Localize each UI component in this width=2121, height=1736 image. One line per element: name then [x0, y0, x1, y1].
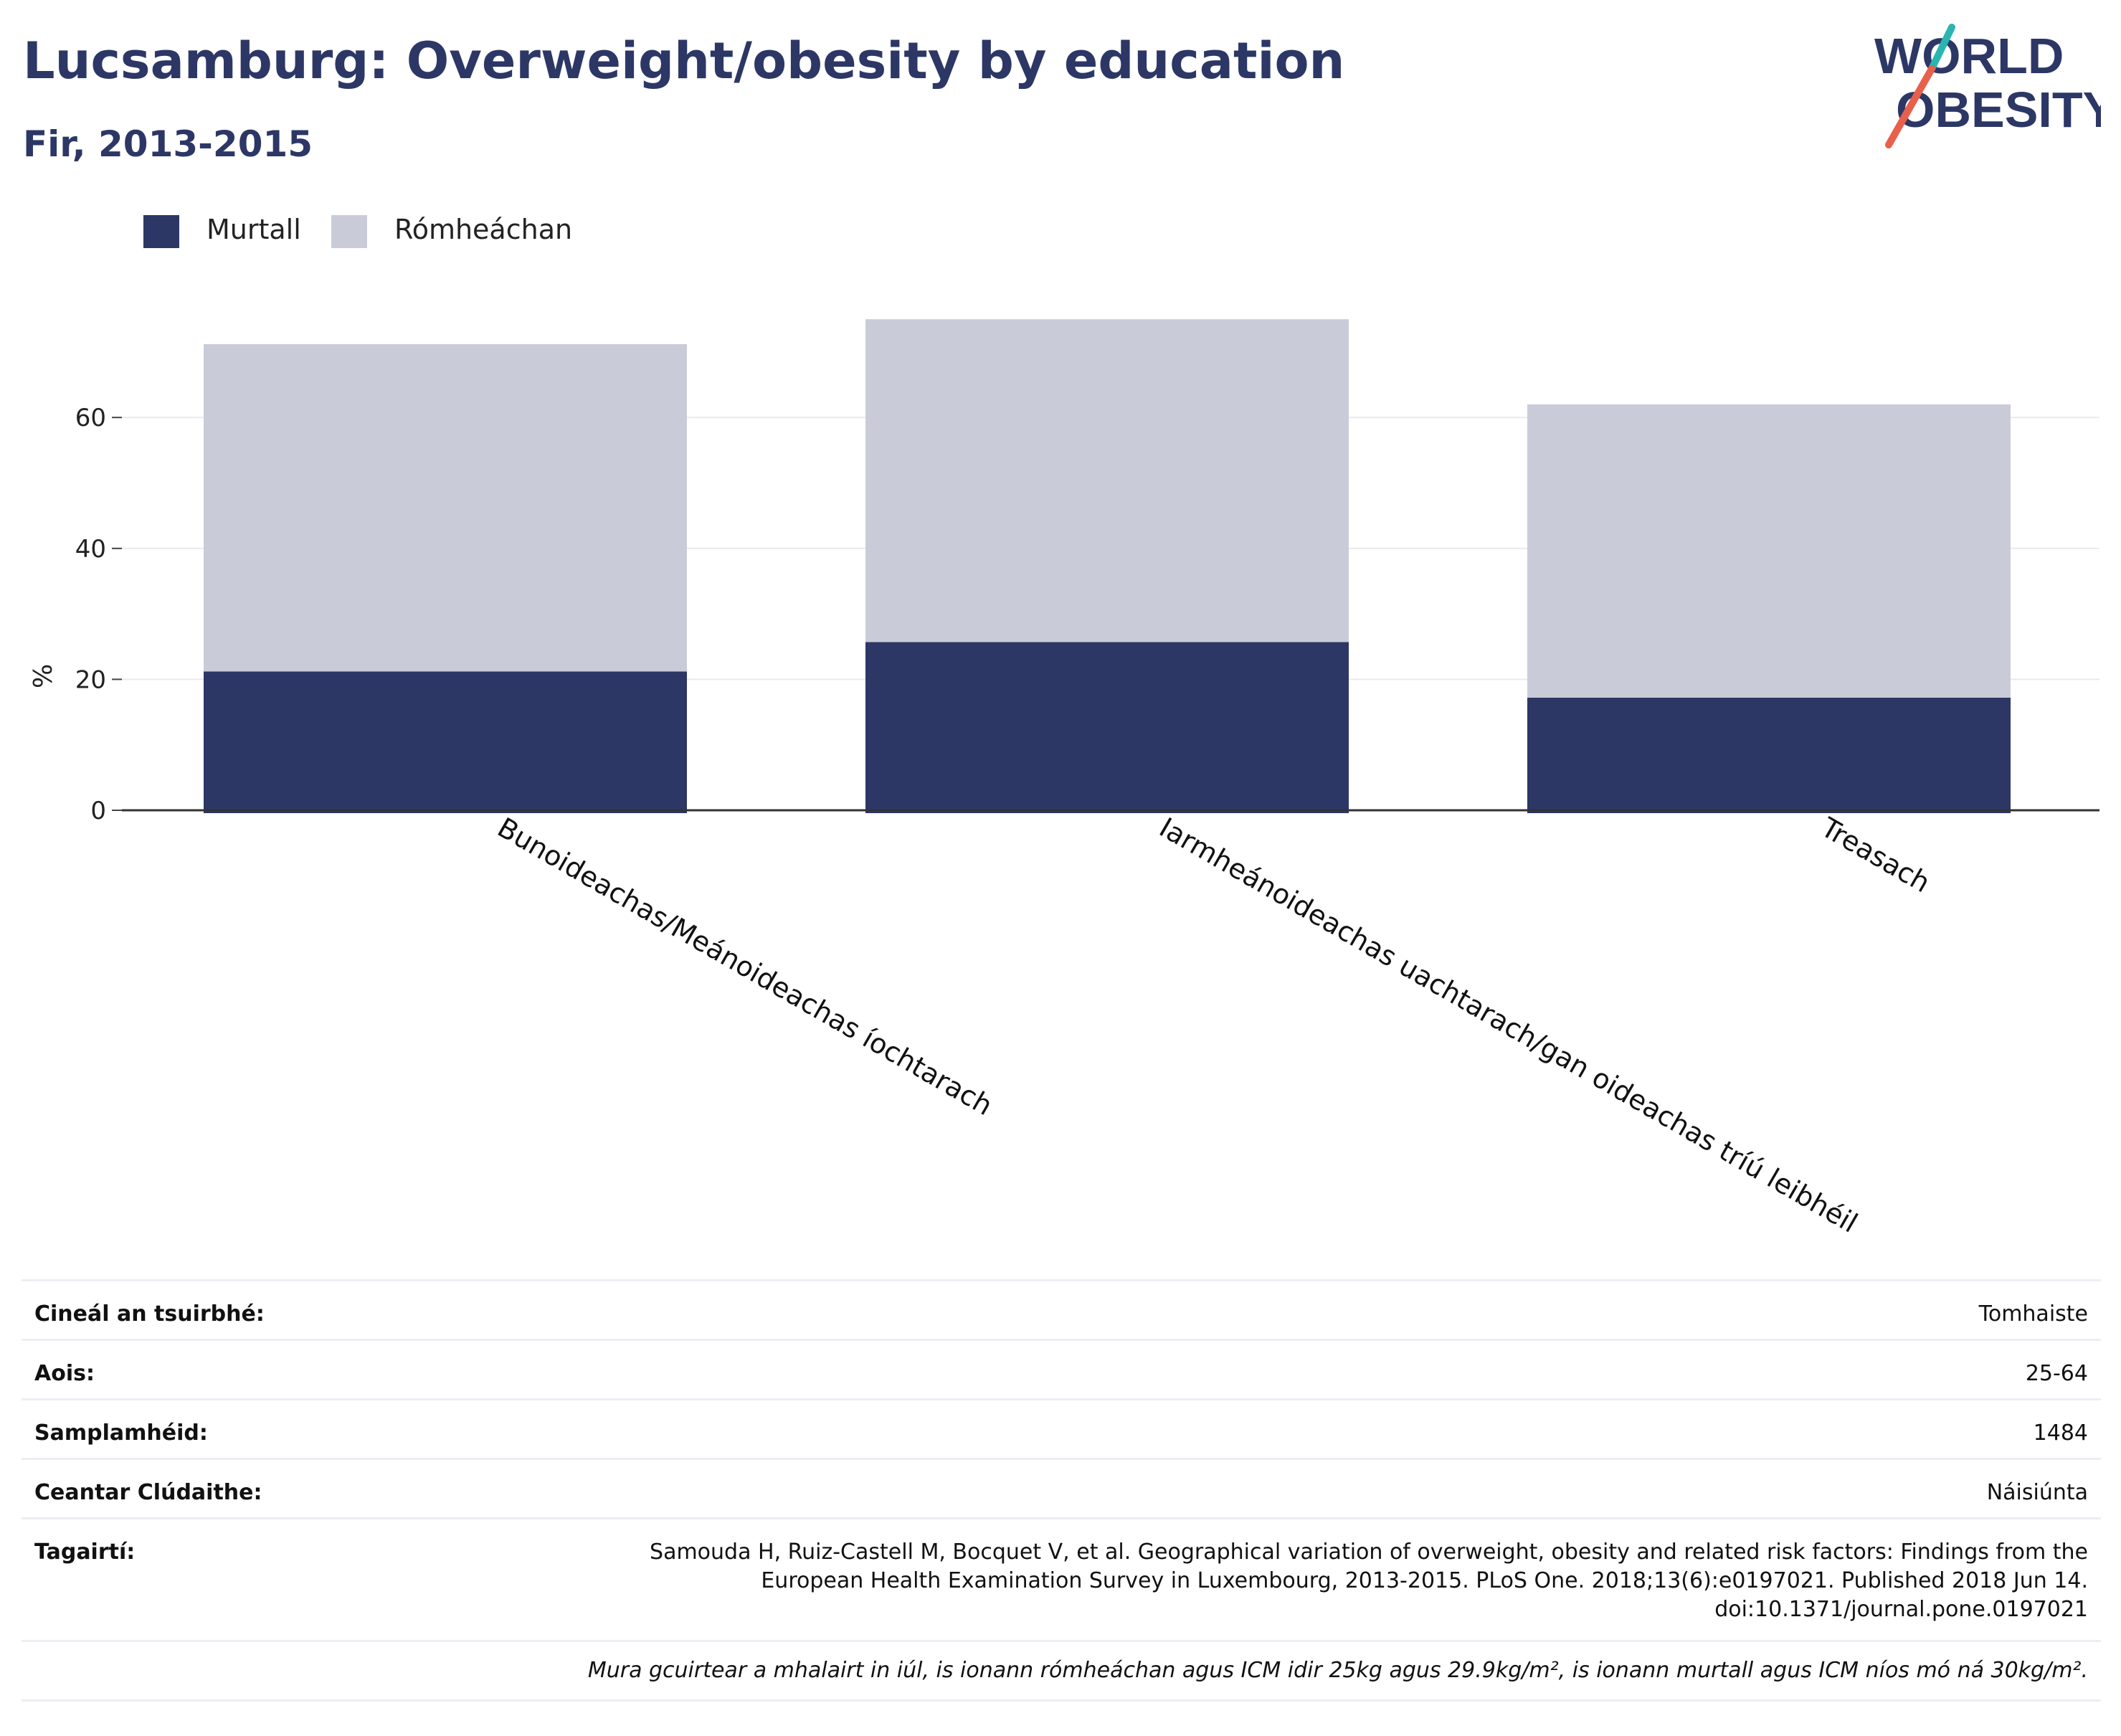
info-row-age: Aois: 25-64 [22, 1339, 2101, 1398]
bar-romheachan [204, 343, 687, 672]
info-key: Samplamhéid: [34, 1420, 208, 1446]
logo-text-world: WORLD [1874, 28, 2064, 84]
info-table-end-rule [22, 1699, 2101, 1702]
legend-swatch-romheachan [331, 215, 367, 248]
info-value: Náisiúnta [1986, 1480, 2088, 1505]
info-value: Tomhaiste [1978, 1301, 2088, 1327]
y-tick-label: 0 [90, 797, 106, 825]
info-row-sample-size: Samplamhéid: 1484 [22, 1398, 2101, 1458]
info-row-area-covered: Ceantar Clúdaithe: Náisiúnta [22, 1458, 2101, 1517]
logo-slash-coral [1885, 65, 1935, 148]
bar-murtall [204, 671, 687, 813]
y-axis-label: % [29, 664, 58, 688]
x-tick-label: Treasach [1816, 811, 1936, 898]
definition-note: Mura gcuirtear a mhalairt in iúl, is ion… [587, 1658, 2088, 1683]
bar-murtall [1527, 697, 2011, 813]
reference-line: Samouda H, Ruiz-Castell M, Bocquet V, et… [650, 1540, 2088, 1565]
info-value: 1484 [2033, 1420, 2088, 1446]
y-tick-label: 40 [75, 535, 106, 564]
info-key: Aois: [34, 1361, 95, 1386]
info-row-references: Tagairtí: Samouda H, Ruiz-Castell M, Boc… [22, 1517, 2101, 1640]
bar-romheachan [865, 319, 1349, 642]
info-key: Cineál an tsuirbhé: [34, 1301, 265, 1327]
info-key: Ceantar Clúdaithe: [34, 1480, 262, 1505]
info-row-survey-type: Cineál an tsuirbhé: Tomhaiste [22, 1279, 2101, 1339]
y-tick-label: 60 [75, 404, 106, 432]
legend-label-romheachan: Rómheáchan [394, 214, 573, 245]
info-key: Tagairtí: [34, 1540, 136, 1565]
x-tick-label: Iarmheánoideachas uachtarach/gan oideach… [1154, 812, 1863, 1239]
logo-slash-teal [1928, 24, 1955, 72]
chart-subtitle: Fir, 2013-2015 [23, 123, 313, 165]
bar-murtall [865, 642, 1349, 813]
survey-info-table: Cineál an tsuirbhé: Tomhaiste Aois: 25-6… [22, 1279, 2101, 1702]
reference-line: doi:10.1371/journal.pone.0197021 [1714, 1597, 2088, 1622]
y-tick-label: 20 [75, 665, 106, 694]
stacked-bar-chart: 0 20 40 60% Bunoideachas/Meánoideachas íocht… [29, 319, 2099, 1239]
info-value: 25-64 [2025, 1361, 2088, 1386]
world-obesity-logo: WORLD OBESITY [1874, 24, 2101, 148]
bar-romheachan [1527, 404, 2011, 698]
info-row-note: Mura gcuirtear a mhalairt in iúl, is ion… [22, 1640, 2101, 1699]
reference-line: European Health Examination Survey in Lu… [761, 1568, 2088, 1593]
x-tick-label: Bunoideachas/Meánoideachas íochtarach [493, 812, 998, 1122]
legend-swatch-murtall [143, 215, 179, 248]
legend-label-murtall: Murtall [207, 214, 301, 245]
logo-text-obesity: OBESITY [1896, 82, 2101, 138]
chart-title: Lucsamburg: Overweight/obesity by educat… [23, 32, 1345, 90]
